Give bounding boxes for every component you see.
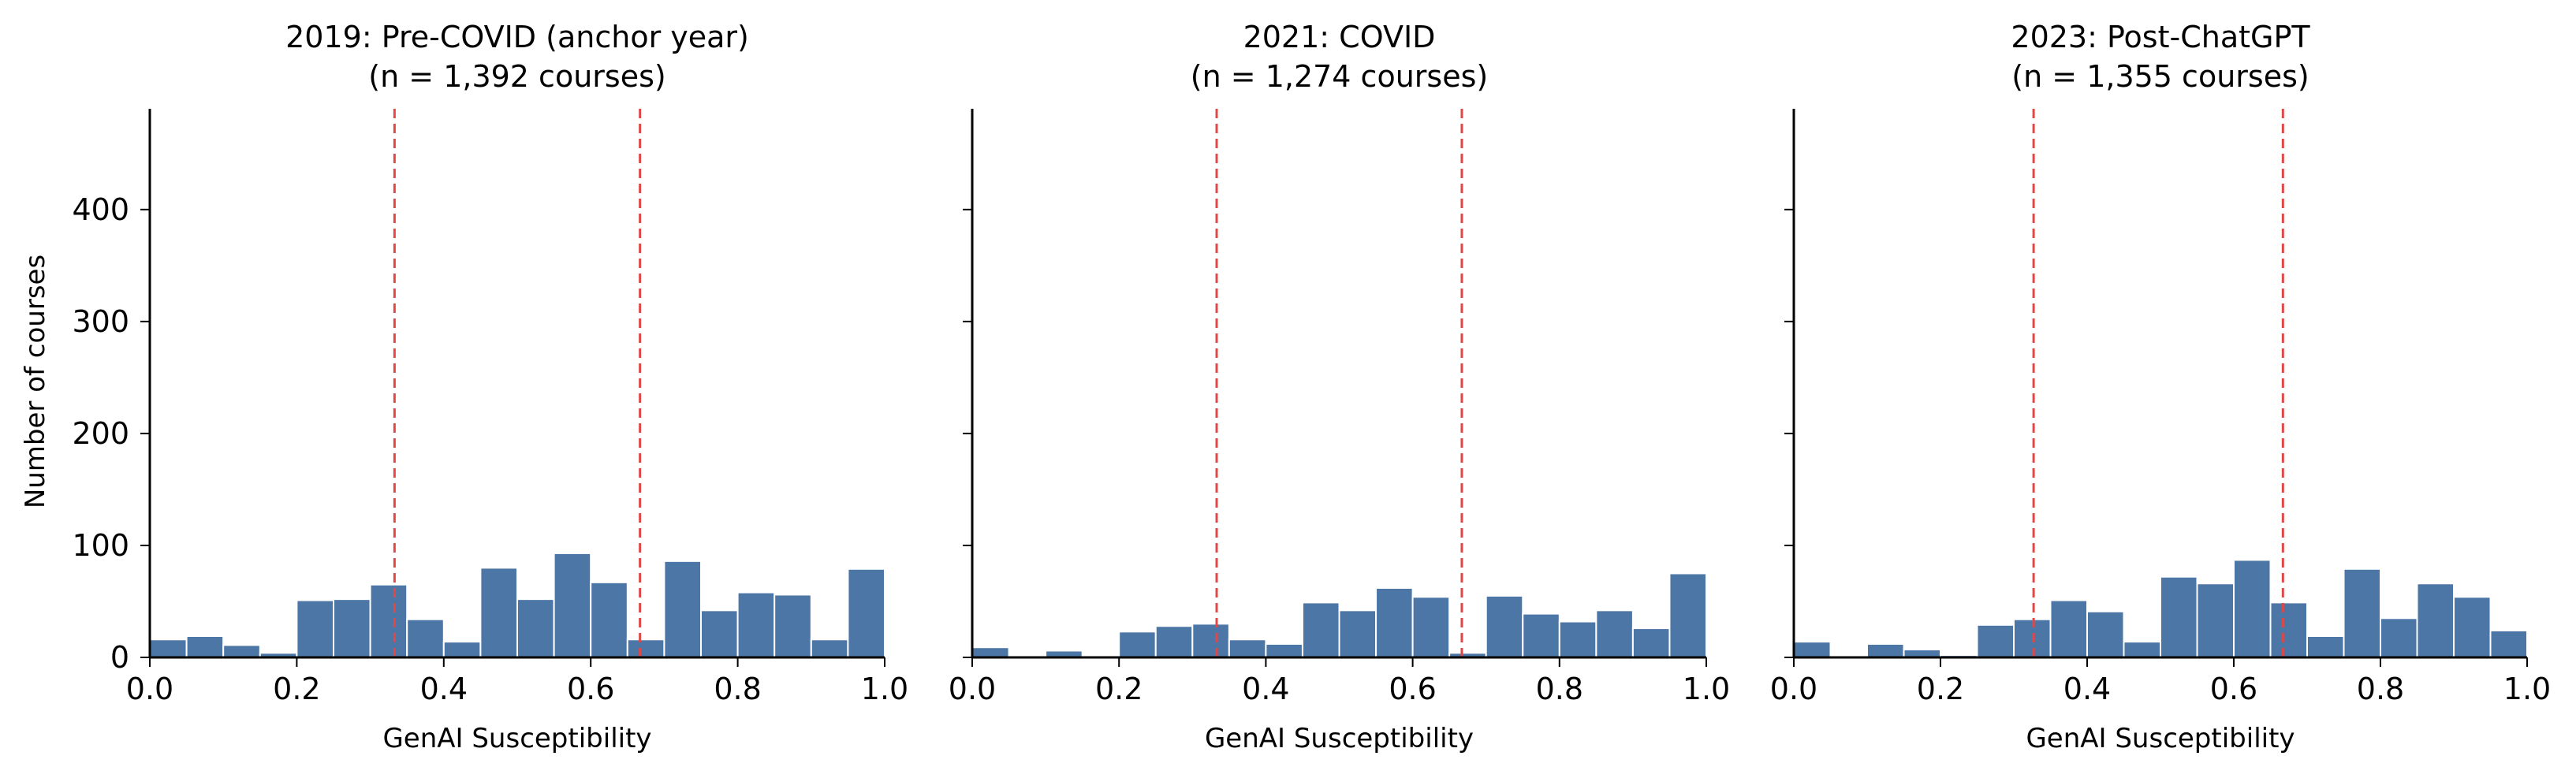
histogram-bar: [971, 646, 1010, 658]
histogram-bar: [1522, 612, 1560, 658]
histogram-bar: [2489, 629, 2528, 659]
x-tick-label: 1.0: [861, 672, 908, 706]
histogram-bar: [2013, 618, 2052, 658]
histogram-bar: [2453, 596, 2492, 659]
x-tick-label: 0.2: [1095, 672, 1143, 706]
histogram-bar: [553, 552, 592, 658]
histogram-bar: [2269, 601, 2308, 659]
x-axis-label: GenAI Susceptibility: [382, 723, 651, 754]
histogram-bar: [516, 598, 555, 659]
histogram-bar: [810, 638, 849, 659]
histogram-bar: [1375, 586, 1414, 658]
x-tick-label: 0.0: [126, 672, 173, 706]
x-tick-label: 0.0: [949, 672, 996, 706]
x-tick-label: 0.4: [2063, 672, 2111, 706]
histogram-bar: [442, 641, 482, 658]
panel-title: 2019: Pre-COVID (anchor year): [285, 20, 749, 54]
histogram-bar: [847, 568, 886, 659]
panel-title: 2021: COVID: [1243, 20, 1436, 54]
panel-subtitle: (n = 1,355 courses): [2011, 59, 2309, 94]
histogram-panels: 2019: Pre-COVID (anchor year) (n = 1,392 …: [72, 20, 2551, 754]
x-tick-label: 0.6: [567, 672, 614, 706]
x-tick-label: 0.6: [1389, 672, 1436, 706]
x-axis-label: GenAI Susceptibility: [1205, 723, 1474, 754]
histogram-bar: [1631, 627, 1671, 659]
y-tick-label: 200: [72, 416, 129, 451]
y-tick-label: 0: [110, 640, 129, 675]
histogram-bar: [700, 609, 739, 658]
histogram-bar: [774, 594, 812, 659]
histogram-bar: [185, 635, 225, 659]
histogram-bar: [479, 567, 519, 659]
y-tick-label: 100: [72, 528, 129, 563]
panel-subtitle: (n = 1,274 courses): [1191, 59, 1488, 94]
histogram-bar: [2306, 635, 2345, 659]
histogram-bar: [1411, 596, 1451, 659]
histogram-bar: [590, 581, 628, 658]
histogram-bar: [1595, 609, 1634, 658]
histogram-bar: [1265, 642, 1303, 658]
histogram-bar: [1793, 641, 1832, 658]
histogram-bar: [1301, 601, 1340, 659]
histogram-bar: [1866, 642, 1905, 658]
x-tick-label: 0.8: [2357, 672, 2404, 706]
histogram-bar: [1191, 623, 1230, 658]
panel-subtitle: (n = 1,392 courses): [368, 59, 665, 94]
histogram-bar: [369, 583, 408, 658]
histogram-bar: [626, 638, 665, 659]
histogram-bar: [2233, 559, 2272, 659]
histogram-bar: [222, 644, 261, 658]
x-tick-label: 0.8: [1536, 672, 1583, 706]
x-tick-label: 0.6: [2210, 672, 2257, 706]
y-tick-label: 400: [72, 192, 129, 227]
histogram-bar: [2196, 583, 2235, 658]
panel-title: 2023: Post-ChatGPT: [2011, 20, 2310, 54]
histogram-bar: [1668, 572, 1707, 658]
histogram-bar: [663, 560, 703, 659]
x-axis-label: GenAI Susceptibility: [2026, 723, 2295, 754]
x-tick-label: 0.2: [1917, 672, 1964, 706]
x-tick-label: 0.4: [420, 672, 468, 706]
panel-3: 2023: Post-ChatGPT (n = 1,355 courses) 0.0…: [1770, 20, 2551, 754]
x-tick-label: 1.0: [1683, 672, 1730, 706]
histogram-bar: [1485, 594, 1524, 659]
histogram-bar: [736, 591, 776, 659]
histogram-bar: [1976, 624, 2015, 659]
histogram-bar: [149, 638, 188, 659]
histogram-bar: [2049, 599, 2088, 659]
histogram-bar: [1228, 638, 1267, 659]
y-tick-label: 300: [72, 304, 129, 339]
histogram-bar: [1118, 631, 1157, 659]
histogram-bar: [1338, 609, 1377, 658]
x-tick-label: 0.0: [1770, 672, 1817, 706]
x-tick-label: 1.0: [2503, 672, 2551, 706]
y-axis-label: Number of courses: [20, 255, 51, 508]
histogram-bar: [2416, 583, 2455, 658]
panel-2: 2021: COVID (n = 1,274 courses) 0.0 0.2 0.4 0…: [949, 20, 1730, 754]
x-tick-label: 0.4: [1242, 672, 1289, 706]
histogram-bar: [333, 598, 371, 659]
x-tick-label: 0.8: [714, 672, 761, 706]
histogram-bar: [2380, 617, 2418, 658]
histogram-bar: [2343, 568, 2381, 659]
histogram-bar: [406, 618, 445, 658]
histogram-bar: [296, 599, 334, 659]
histogram-bar: [1154, 625, 1194, 659]
panel-1: 2019: Pre-COVID (anchor year) (n = 1,392 …: [72, 20, 908, 754]
histogram-bar: [2123, 641, 2161, 658]
histogram-bar: [1558, 620, 1597, 658]
histogram-bar: [2160, 575, 2198, 658]
x-tick-label: 0.2: [273, 672, 320, 706]
histogram-bar: [2086, 610, 2125, 658]
